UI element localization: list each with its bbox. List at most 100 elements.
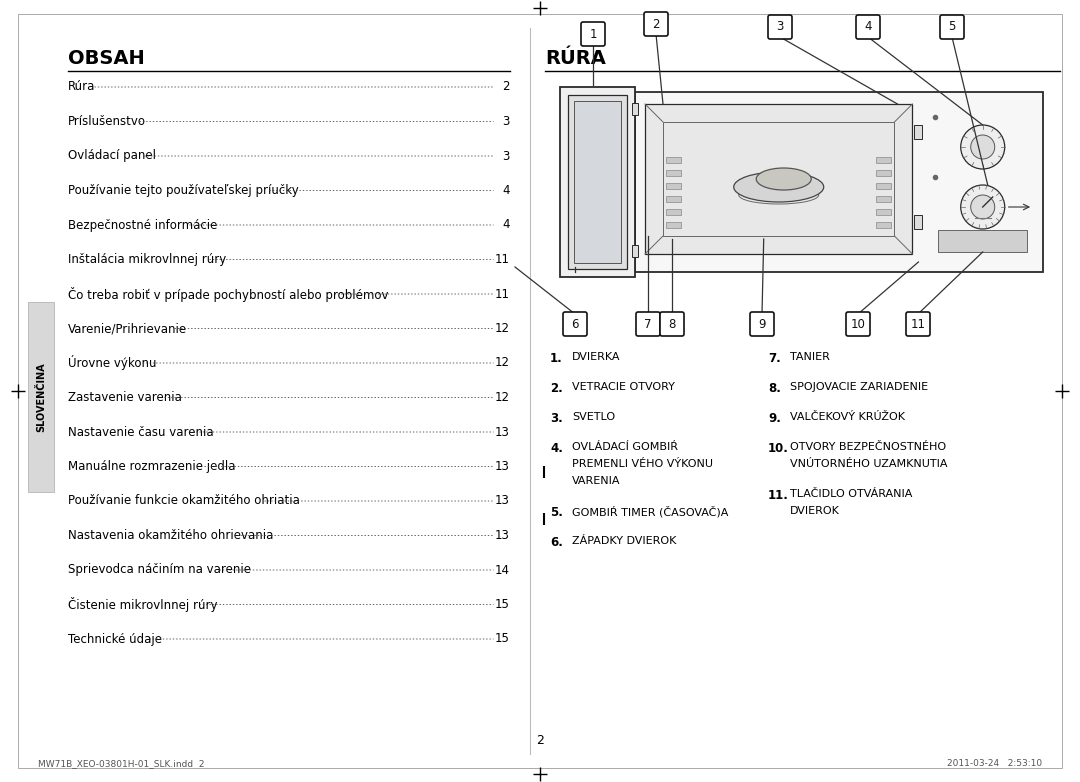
- Text: 3: 3: [502, 149, 510, 163]
- Text: 12: 12: [495, 391, 510, 404]
- Text: 1.: 1.: [550, 352, 563, 365]
- Text: 11: 11: [495, 253, 510, 266]
- Text: VALČEKOVÝ KRÚŽOK: VALČEKOVÝ KRÚŽOK: [789, 412, 905, 422]
- Bar: [645, 104, 913, 254]
- Text: 2: 2: [502, 81, 510, 94]
- Text: 8: 8: [669, 317, 676, 331]
- Text: Nastavenia okamžitého ohrievania: Nastavenia okamžitého ohrievania: [68, 529, 273, 542]
- FancyBboxPatch shape: [581, 22, 605, 46]
- Bar: [635, 92, 1043, 272]
- Text: 8.: 8.: [768, 382, 781, 395]
- Ellipse shape: [756, 168, 811, 190]
- Circle shape: [961, 185, 1004, 229]
- Circle shape: [971, 195, 995, 219]
- Text: Manuálne rozmrazenie jedla: Manuálne rozmrazenie jedla: [68, 460, 235, 473]
- Text: 4: 4: [502, 184, 510, 197]
- Text: ZÁPADKY DVIEROK: ZÁPADKY DVIEROK: [572, 536, 676, 546]
- Text: Technické údaje: Technické údaje: [68, 633, 162, 645]
- Circle shape: [971, 135, 995, 159]
- FancyBboxPatch shape: [856, 15, 880, 39]
- Text: Čo treba robiť v prípade pochybností alebo problémov: Čo treba robiť v prípade pochybností ale…: [68, 286, 389, 302]
- Text: Používanie tejto používateľskej príučky: Používanie tejto používateľskej príučky: [68, 184, 299, 197]
- Text: Používanie funkcie okamžitého ohriatia: Používanie funkcie okamžitého ohriatia: [68, 494, 300, 508]
- FancyBboxPatch shape: [28, 302, 54, 492]
- Bar: [877, 157, 891, 163]
- Bar: [877, 222, 891, 228]
- Text: OVLÁDACÍ GOMBIŔ: OVLÁDACÍ GOMBIŔ: [572, 442, 678, 452]
- Text: VETRACIE OTVORY: VETRACIE OTVORY: [572, 382, 675, 392]
- Text: Nastavenie času varenia: Nastavenie času varenia: [68, 425, 214, 439]
- Text: PREMENLI VÉHO VÝKONU: PREMENLI VÉHO VÝKONU: [572, 459, 713, 469]
- Text: Čistenie mikrovlnnej rúry: Čistenie mikrovlnnej rúry: [68, 597, 217, 612]
- Text: Rúra: Rúra: [68, 81, 95, 94]
- Text: 3: 3: [777, 20, 784, 34]
- Bar: [666, 183, 681, 189]
- Text: 14: 14: [495, 564, 510, 576]
- Text: VNÚTORNÉHO UZAMKNUTIA: VNÚTORNÉHO UZAMKNUTIA: [789, 459, 947, 469]
- Text: Ovládací panel: Ovládací panel: [68, 149, 156, 163]
- Bar: [632, 103, 638, 115]
- Text: Inštalácia mikrovlnnej rúry: Inštalácia mikrovlnnej rúry: [68, 253, 226, 266]
- Text: 1: 1: [590, 27, 597, 41]
- Text: SLOVENČINA: SLOVENČINA: [36, 362, 46, 432]
- Text: 4: 4: [502, 218, 510, 231]
- Text: 13: 13: [495, 425, 510, 439]
- Text: 13: 13: [495, 529, 510, 542]
- Text: 5: 5: [948, 20, 956, 34]
- Text: MW71B_XEO-03801H-01_SLK.indd  2: MW71B_XEO-03801H-01_SLK.indd 2: [38, 759, 204, 769]
- Bar: [666, 222, 681, 228]
- Ellipse shape: [733, 172, 824, 202]
- FancyBboxPatch shape: [940, 15, 964, 39]
- Text: 9.: 9.: [768, 412, 781, 425]
- FancyBboxPatch shape: [906, 312, 930, 336]
- Text: 10: 10: [851, 317, 865, 331]
- Text: OBSAH: OBSAH: [68, 49, 145, 68]
- Text: 15: 15: [495, 633, 510, 645]
- FancyBboxPatch shape: [846, 312, 870, 336]
- Text: TANIER: TANIER: [789, 352, 829, 362]
- Text: 15: 15: [495, 598, 510, 611]
- Text: SVETLO: SVETLO: [572, 412, 616, 422]
- FancyBboxPatch shape: [768, 15, 792, 39]
- Text: DVIERKA: DVIERKA: [572, 352, 621, 362]
- Bar: [915, 125, 922, 139]
- FancyBboxPatch shape: [563, 312, 588, 336]
- Bar: [877, 209, 891, 215]
- Text: 2.: 2.: [550, 382, 563, 395]
- Text: 11: 11: [495, 288, 510, 300]
- Text: Varenie/Prihrievanie: Varenie/Prihrievanie: [68, 322, 187, 335]
- Text: 9: 9: [758, 317, 766, 331]
- Bar: [632, 245, 638, 257]
- Text: 2011-03-24   2:53:10: 2011-03-24 2:53:10: [947, 759, 1042, 769]
- Bar: [915, 215, 922, 229]
- Text: Úrovne výkonu: Úrovne výkonu: [68, 356, 157, 371]
- Bar: [877, 196, 891, 202]
- Text: GOMBIŔ TIMER (ČASOVAČ)A: GOMBIŔ TIMER (ČASOVAČ)A: [572, 506, 728, 518]
- Text: 3: 3: [502, 115, 510, 128]
- Bar: [666, 196, 681, 202]
- Text: 6: 6: [571, 317, 579, 331]
- Text: 13: 13: [495, 494, 510, 508]
- Text: 7.: 7.: [768, 352, 781, 365]
- Text: 6.: 6.: [550, 536, 563, 549]
- Text: 13: 13: [495, 460, 510, 473]
- Text: 11: 11: [910, 317, 926, 331]
- Bar: [666, 157, 681, 163]
- Text: 4: 4: [864, 20, 872, 34]
- Text: OTVORY BEZPEČNOSTNÉHO: OTVORY BEZPEČNOSTNÉHO: [789, 442, 946, 452]
- Bar: [877, 170, 891, 176]
- Bar: [939, 230, 1027, 252]
- Text: 5.: 5.: [550, 506, 563, 519]
- Bar: [666, 170, 681, 176]
- Text: 2: 2: [536, 734, 544, 747]
- Text: 11.: 11.: [768, 489, 788, 502]
- Text: Zastavenie varenia: Zastavenie varenia: [68, 391, 181, 404]
- Text: 4.: 4.: [550, 442, 563, 455]
- Text: Sprievodca náčiním na varenie: Sprievodca náčiním na varenie: [68, 564, 251, 576]
- Text: TLAČIDLO OTVÁRANIA: TLAČIDLO OTVÁRANIA: [789, 489, 913, 499]
- FancyBboxPatch shape: [644, 12, 669, 36]
- Circle shape: [961, 125, 1004, 169]
- FancyBboxPatch shape: [660, 312, 684, 336]
- Bar: [568, 95, 627, 269]
- Bar: [877, 183, 891, 189]
